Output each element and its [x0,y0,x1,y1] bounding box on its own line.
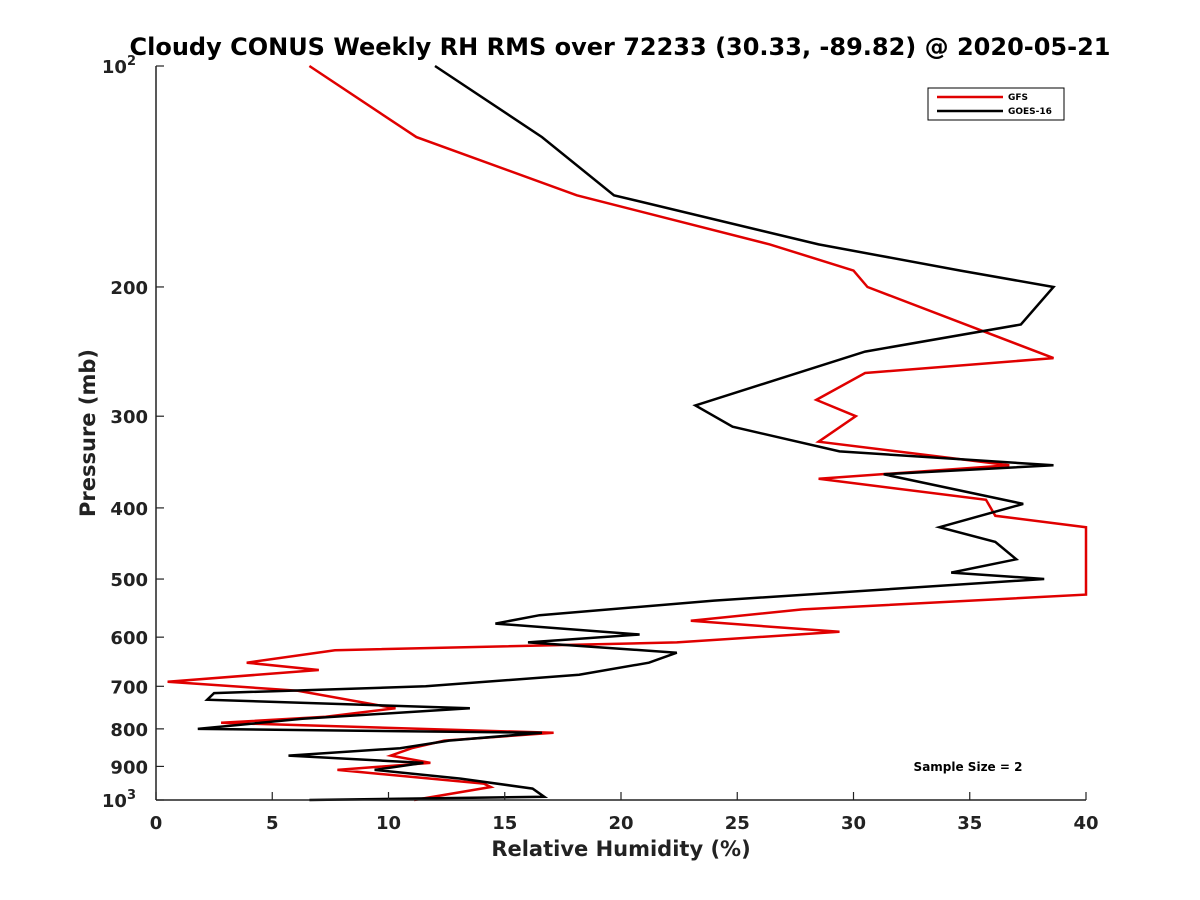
y-tick-label: 300 [110,407,148,428]
legend: GFS GOES-16 [927,87,1065,121]
x-tick-label: 25 [725,813,750,834]
y-tick-label: 400 [110,499,148,520]
x-tick-label: 40 [1073,813,1098,834]
y-tick-label: 500 [110,570,148,591]
y-tick-label: 800 [110,720,148,741]
x-tick-label: 5 [266,813,279,834]
x-tick-label: 30 [841,813,866,834]
y-axis-label: Pressure (mb) [76,349,100,517]
legend-label-goes16: GOES-16 [1008,107,1052,117]
series-line-goes16 [197,64,1056,802]
x-axis-label: Relative Humidity (%) [491,837,750,861]
x-ticks: 0 5 10 15 20 25 30 35 40 [150,792,1099,834]
chart-title: Cloudy CONUS Weekly RH RMS over 72233 (3… [130,33,1111,61]
plot-area: 0 5 10 15 20 25 30 35 40 10220030040050060070080… [102,54,1099,834]
y-tick-label: 600 [110,628,148,649]
x-tick-label: 20 [608,813,633,834]
y-tick-exponent: 2 [127,54,136,69]
plot-background [156,66,1086,800]
x-tick-label: 10 [376,813,401,834]
x-tick-label: 0 [150,813,163,834]
y-tick-label: 900 [110,757,148,778]
y-tick-label: 700 [110,677,148,698]
legend-label-gfs: GFS [1008,93,1028,103]
x-tick-label: 35 [957,813,982,834]
legend-box [927,87,1065,121]
sample-size-annotation: Sample Size = 2 [914,760,1023,774]
x-tick-label: 15 [492,813,517,834]
y-tick-exponent: 3 [127,788,136,803]
y-tick-label: 200 [110,278,148,299]
series-layer [167,64,1088,802]
